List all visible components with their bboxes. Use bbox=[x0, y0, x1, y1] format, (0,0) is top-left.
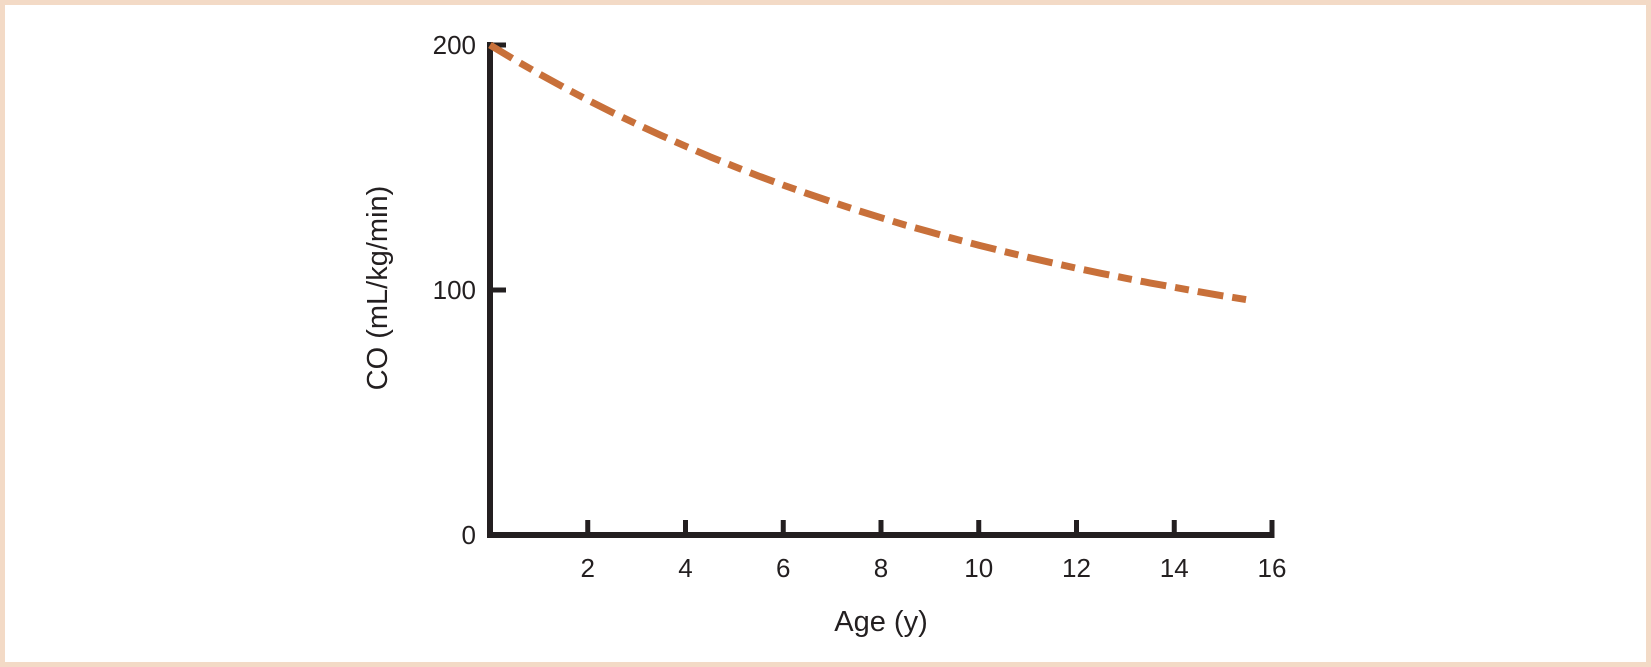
co-curve bbox=[488, 42, 1249, 304]
y-tick-label: 200 bbox=[433, 30, 476, 60]
y-tick-labels: 0 100 200 bbox=[433, 30, 476, 550]
y-axis-label: CO (mL/kg/min) bbox=[362, 186, 394, 391]
axes bbox=[487, 42, 1275, 538]
y-tick-label: 100 bbox=[433, 275, 476, 305]
x-tick-label: 16 bbox=[1258, 553, 1287, 583]
chart-svg: 2 4 6 8 10 12 14 16 0 100 200 Age (y) CO (mL/kg/m… bbox=[362, 30, 1287, 638]
x-tick-label: 10 bbox=[964, 553, 993, 583]
x-tick-label: 8 bbox=[874, 553, 888, 583]
x-tick-label: 6 bbox=[776, 553, 790, 583]
x-tick-label: 14 bbox=[1160, 553, 1189, 583]
x-axis-label: Age (y) bbox=[834, 606, 927, 638]
x-tick-label: 4 bbox=[678, 553, 692, 583]
x-tick-label: 12 bbox=[1062, 553, 1091, 583]
x-tick-label: 2 bbox=[581, 553, 595, 583]
x-tick-labels: 2 4 6 8 10 12 14 16 bbox=[581, 553, 1287, 583]
x-ticks bbox=[585, 520, 1275, 535]
y-tick-label: 0 bbox=[462, 520, 476, 550]
